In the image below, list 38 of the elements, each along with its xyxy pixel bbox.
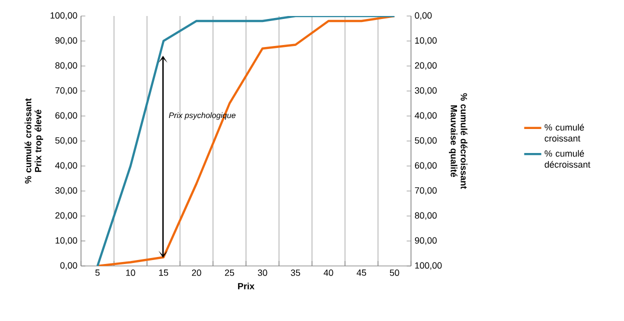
y-tick-label: 100,00: [50, 12, 78, 20]
y-tick-label: 30,00: [55, 187, 78, 195]
y2-tick-label: 0,00: [414, 12, 432, 20]
x-tick-label: 10: [126, 270, 136, 276]
y2-tick-label: 80,00: [414, 212, 437, 220]
y2-tick-label: 100,00: [415, 262, 442, 270]
y2-tick-label: 40,00: [414, 112, 437, 120]
x-tick-label: 25: [224, 270, 234, 276]
y2-tick-label: 60,00: [414, 162, 437, 170]
y2-tick-label: 50,00: [414, 137, 437, 145]
y-tick-label: 60,00: [55, 112, 78, 120]
x-tick-label: 5: [95, 270, 100, 276]
legend-label: % cumulé croissant: [544, 124, 584, 142]
x-tick-label: 20: [192, 270, 202, 276]
y-axis-title: % cumulé croissant Prix trop élevé: [24, 98, 44, 184]
x-tick-label: 15: [159, 270, 168, 276]
y2-tick-label: 70,00: [414, 187, 437, 195]
y2-tick-label: 30,00: [414, 87, 437, 95]
line-series: [96, 16, 396, 266]
y-tick-label: 0,00: [60, 262, 78, 270]
y-tick-label: 80,00: [55, 62, 78, 70]
y-tick-label: 40,00: [55, 162, 78, 170]
y-tick-label: 20,00: [55, 212, 78, 220]
y-tick-label: 90,00: [55, 37, 78, 45]
legend-label: % cumulé décroissant: [544, 150, 590, 168]
x-tick-label: 45: [356, 270, 366, 276]
x-tick-label: 50: [390, 270, 400, 276]
x-tick-label: 40: [324, 270, 334, 276]
y2-tick-label: 20,00: [414, 62, 437, 70]
x-tick-label: 35: [290, 270, 300, 276]
x-tick-label: 30: [258, 270, 268, 276]
y-tick-label: 70,00: [55, 87, 78, 95]
y2-axis-title: % cumulé décroissant Mauvaise qualité: [448, 93, 468, 189]
y2-tick-label: 10,00: [415, 37, 437, 45]
x-axis-title: Prix: [238, 282, 254, 290]
y-tick-label: 50,00: [55, 137, 78, 145]
y-tick-label: 10,00: [56, 237, 78, 245]
y2-tick-label: 90,00: [414, 237, 437, 245]
